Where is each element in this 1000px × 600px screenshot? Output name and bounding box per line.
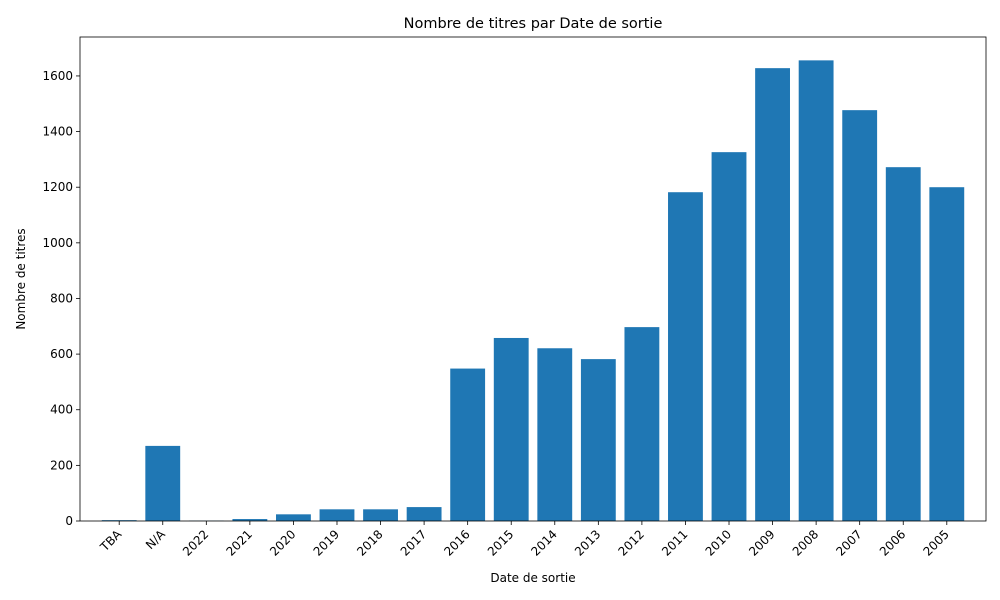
bar-2021 bbox=[232, 519, 268, 521]
y-tick-label: 0 bbox=[65, 514, 73, 528]
x-tick-label: 2020 bbox=[267, 527, 298, 558]
bars-group bbox=[101, 60, 965, 522]
x-axis-label: Date de sortie bbox=[490, 571, 575, 585]
x-axis-ticks: TBA N/A 2022 2021 2020 2019 2018 2017 2016 2015 20… bbox=[97, 521, 952, 559]
y-tick-label: 1000 bbox=[42, 236, 73, 250]
bar-2015 bbox=[493, 337, 529, 521]
x-tick-label: 2013 bbox=[572, 527, 603, 558]
x-tick-label: 2011 bbox=[659, 527, 690, 558]
y-tick-label: 1400 bbox=[42, 125, 73, 139]
y-tick-label: 1600 bbox=[42, 69, 73, 83]
x-tick-label: 2019 bbox=[311, 527, 342, 558]
x-tick-label: N/A bbox=[143, 527, 168, 552]
x-tick-label: 2018 bbox=[354, 527, 385, 558]
y-tick-label: 200 bbox=[50, 458, 73, 472]
x-tick-label: 2014 bbox=[528, 527, 559, 558]
bar-2009 bbox=[755, 68, 790, 521]
plot-frame bbox=[79, 36, 987, 522]
bar-2012 bbox=[624, 327, 660, 521]
plot-area bbox=[80, 37, 986, 521]
x-tick-label: TBA bbox=[97, 527, 125, 555]
x-tick-label: 2010 bbox=[703, 527, 734, 558]
x-tick-label: 2012 bbox=[616, 527, 647, 558]
x-tick-label: 2015 bbox=[485, 527, 516, 558]
bar-2018 bbox=[363, 509, 398, 521]
x-tick-label: 2008 bbox=[790, 527, 821, 558]
x-tick-label: 2006 bbox=[877, 527, 908, 558]
x-tick-label: 2022 bbox=[180, 527, 211, 558]
x-tick-label: 2007 bbox=[833, 527, 864, 558]
chart-title: Nombre de titres par Date de sortie bbox=[404, 16, 663, 32]
bar-2008 bbox=[798, 60, 834, 522]
y-tick-label: 600 bbox=[50, 347, 73, 361]
x-tick-label: 2021 bbox=[223, 527, 254, 558]
y-axis-label: Nombre de titres bbox=[14, 228, 28, 329]
bar-2020 bbox=[276, 514, 311, 521]
bar-2010 bbox=[711, 152, 747, 521]
x-tick-label: 2005 bbox=[920, 527, 951, 558]
bar-2007 bbox=[842, 110, 878, 522]
bar-tba bbox=[101, 520, 137, 521]
bar-2011 bbox=[668, 192, 703, 521]
bar-2017 bbox=[406, 507, 442, 521]
bar-2013 bbox=[580, 359, 616, 521]
bar-2014 bbox=[537, 348, 573, 521]
bar-na bbox=[145, 445, 181, 521]
y-tick-label: 800 bbox=[50, 291, 73, 305]
x-tick-label: 2009 bbox=[746, 527, 777, 558]
x-tick-label: 2016 bbox=[441, 527, 472, 558]
bar-2006 bbox=[885, 167, 921, 521]
y-tick-label: 400 bbox=[50, 403, 73, 417]
y-axis-ticks: 0 200 400 600 800 1000 1200 1400 1600 bbox=[42, 69, 80, 528]
bar-2019 bbox=[319, 509, 355, 521]
y-tick-label: 1200 bbox=[42, 180, 73, 194]
bar-2005 bbox=[929, 187, 965, 521]
bar-2016 bbox=[450, 368, 486, 521]
x-tick-label: 2017 bbox=[398, 527, 429, 558]
